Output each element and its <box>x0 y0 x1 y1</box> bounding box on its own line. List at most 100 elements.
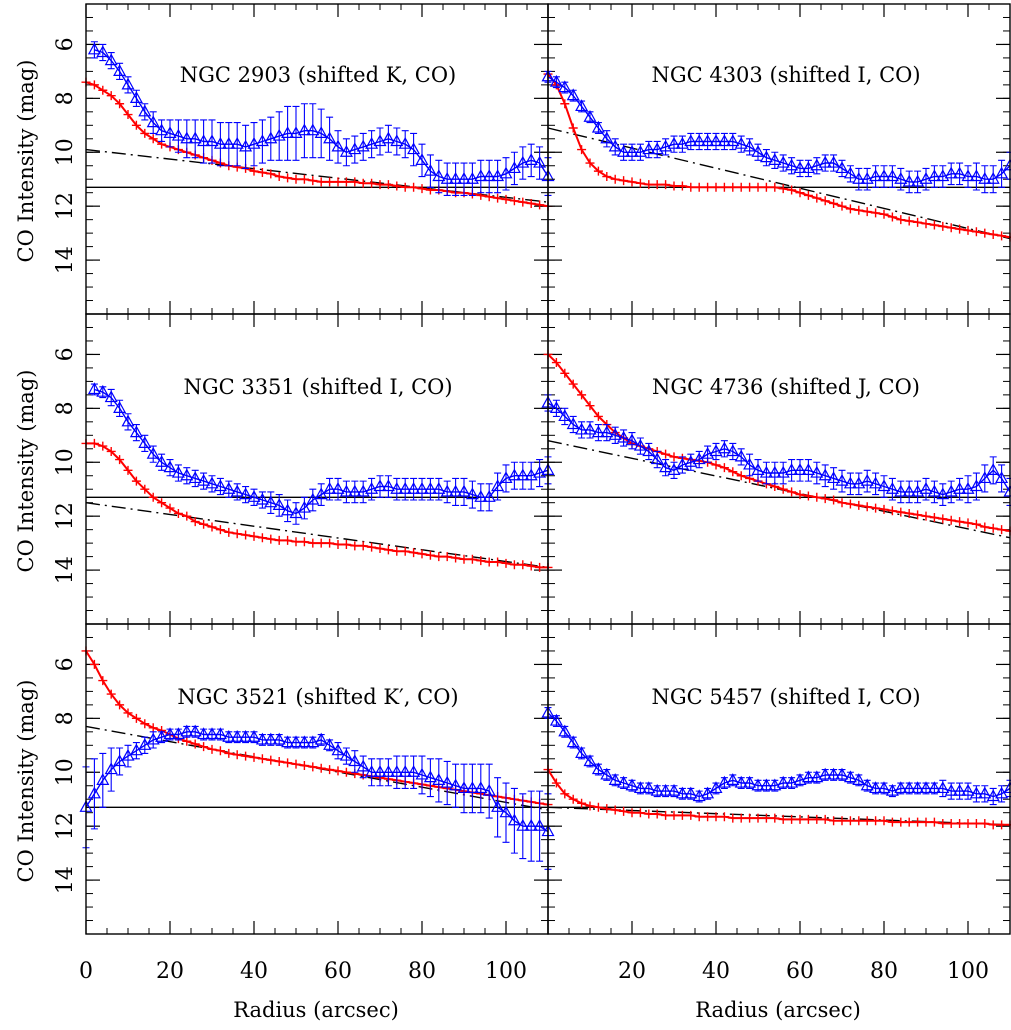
shifted-point <box>896 817 906 827</box>
co-error-bar <box>519 461 527 490</box>
co-point <box>978 171 992 184</box>
co-point <box>919 781 933 794</box>
shifted-point <box>123 708 133 718</box>
shifted-point <box>619 176 629 186</box>
shifted-point <box>89 438 99 448</box>
co-point <box>230 484 244 497</box>
co-error-bar <box>208 119 216 164</box>
panel-title: NGC 2903 (shifted K, CO) <box>180 63 457 87</box>
shifted-point <box>274 172 284 182</box>
co-point <box>667 783 681 796</box>
co-point <box>474 490 488 502</box>
co-error-bar <box>258 119 266 164</box>
shifted-point <box>131 476 141 486</box>
co-error-bar <box>384 758 392 787</box>
co-error-bar <box>384 124 392 153</box>
co-point <box>936 487 950 500</box>
co-point <box>978 471 992 484</box>
co-point <box>188 471 202 484</box>
shifted-point <box>509 196 519 206</box>
co-error-bar <box>309 103 317 159</box>
co-point <box>356 484 370 497</box>
co-point <box>566 417 580 430</box>
co-point <box>331 743 345 756</box>
co-point <box>323 738 337 750</box>
co-point <box>936 169 950 182</box>
shifted-point <box>837 816 847 826</box>
shifted-point <box>862 207 872 217</box>
co-point <box>927 169 941 182</box>
co-point <box>188 131 202 144</box>
shifted-point <box>879 209 889 219</box>
co-point <box>625 778 639 791</box>
panel-title: NGC 4736 (shifted J, CO) <box>652 375 920 399</box>
shifted-point <box>316 538 326 548</box>
co-point <box>801 161 815 174</box>
co-error-bar <box>410 755 418 789</box>
shifted-point <box>955 224 965 234</box>
shifted-series-line <box>547 73 1011 239</box>
co-error-bar <box>519 146 527 180</box>
shifted-point <box>283 758 293 768</box>
shifted-point <box>140 484 150 494</box>
co-error-bar <box>174 119 182 153</box>
co-point <box>306 735 320 748</box>
y-tick-label: 6 <box>53 347 78 361</box>
co-point <box>373 765 387 777</box>
co-point <box>801 770 815 783</box>
x-tick-label: 60 <box>786 959 814 984</box>
y-tick-label: 10 <box>53 448 78 476</box>
co-point <box>381 131 395 144</box>
co-point <box>482 783 496 796</box>
co-point <box>381 479 395 492</box>
shifted-point <box>829 816 839 826</box>
co-point <box>96 773 110 785</box>
co-point <box>138 104 152 117</box>
co-point <box>533 155 547 168</box>
co-point <box>440 775 454 788</box>
shifted-point <box>123 465 133 475</box>
shifted-point <box>299 174 309 184</box>
shifted-point <box>115 99 125 109</box>
co-error-bar <box>242 124 250 169</box>
shifted-point <box>946 223 956 233</box>
co-point <box>785 158 799 171</box>
co-point <box>642 444 656 457</box>
shifted-point <box>845 499 855 509</box>
shifted-point <box>241 530 251 540</box>
shifted-point <box>753 813 763 823</box>
y-tick-label: 12 <box>53 502 78 530</box>
shifted-point <box>585 158 595 168</box>
co-point <box>810 770 824 783</box>
shifted-point <box>921 511 931 521</box>
co-point <box>289 735 303 748</box>
co-point <box>827 767 841 780</box>
co-error-bar <box>267 491 275 515</box>
co-point <box>995 471 1009 484</box>
shifted-point <box>963 818 973 828</box>
co-point <box>121 414 135 427</box>
shifted-point <box>669 181 679 191</box>
co-point <box>524 468 538 481</box>
shifted-point <box>913 510 923 520</box>
co-point <box>155 729 169 742</box>
co-point <box>793 463 807 475</box>
x-tick-label: 80 <box>408 959 436 984</box>
co-point <box>516 818 530 831</box>
shifted-point <box>308 538 318 548</box>
co-point <box>961 481 975 494</box>
shifted-point <box>299 761 309 771</box>
co-point <box>600 131 614 144</box>
co-error-bar <box>989 165 997 194</box>
co-error-bar <box>502 157 510 191</box>
shifted-point <box>661 810 671 820</box>
co-point <box>558 409 572 422</box>
co-point <box>566 735 580 748</box>
co-point <box>423 481 437 494</box>
co-error-bar <box>443 162 451 196</box>
co-point <box>625 433 639 446</box>
co-point <box>575 99 589 112</box>
co-point <box>558 80 572 93</box>
co-error-bar <box>502 782 510 843</box>
